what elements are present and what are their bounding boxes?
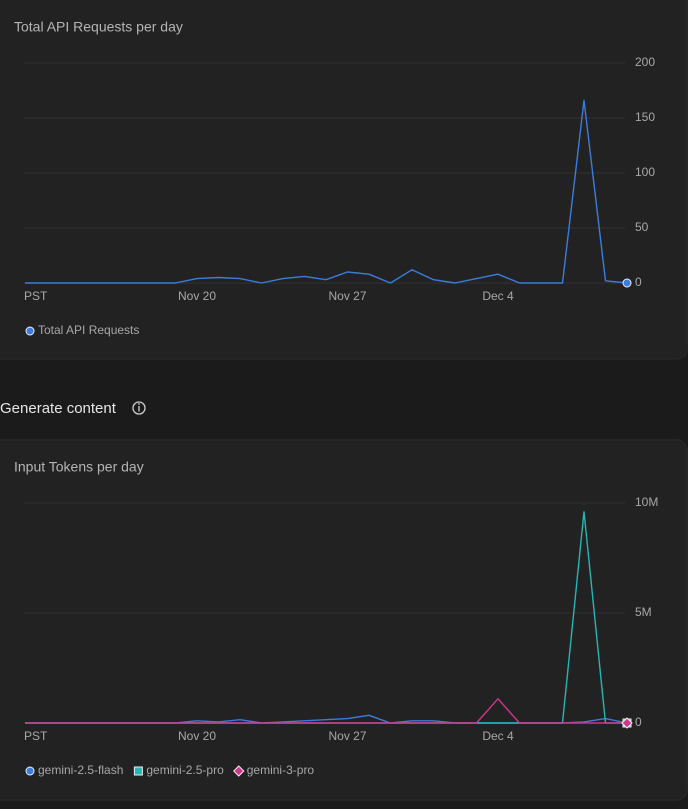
legend-swatch — [133, 766, 143, 776]
legend-swatch — [25, 326, 35, 336]
y-tick-label: 150 — [635, 110, 655, 124]
series-line — [25, 698, 627, 724]
x-tick-label: Nov 27 — [328, 729, 366, 743]
series-line — [25, 99, 628, 284]
x-tick-label: Nov 27 — [328, 289, 366, 303]
section-title: Generate content — [0, 400, 117, 417]
x-tick-label: Dec 4 — [482, 289, 514, 303]
x-tick-label: Nov 20 — [178, 729, 216, 743]
legend-label: gemini-2.5-flash — [38, 763, 123, 777]
card — [0, 0, 688, 360]
info-icon[interactable] — [132, 401, 146, 415]
legend-swatch — [25, 766, 35, 776]
x-tick-label: PST — [24, 289, 48, 303]
end-point — [622, 278, 632, 288]
legend-label: gemini-3-pro — [247, 763, 315, 777]
end-point — [621, 717, 633, 729]
y-tick-label: 50 — [635, 220, 649, 234]
legend-label: Total API Requests — [38, 323, 139, 337]
legend-swatch — [233, 765, 245, 777]
y-tick-label: 0 — [635, 715, 642, 729]
y-tick-label: 10M — [635, 495, 658, 509]
y-tick-label: 200 — [635, 55, 655, 69]
y-tick-label: 0 — [635, 275, 642, 289]
y-tick-label: 100 — [635, 165, 655, 179]
x-tick-label: Nov 20 — [178, 289, 216, 303]
chart-title: Input Tokens per day — [14, 459, 144, 475]
x-tick-label: PST — [24, 729, 48, 743]
y-tick-label: 5M — [635, 605, 652, 619]
legend-label: gemini-2.5-pro — [146, 763, 224, 777]
x-tick-label: Dec 4 — [482, 729, 514, 743]
card — [0, 439, 688, 801]
chart-title: Total API Requests per day — [14, 19, 183, 35]
